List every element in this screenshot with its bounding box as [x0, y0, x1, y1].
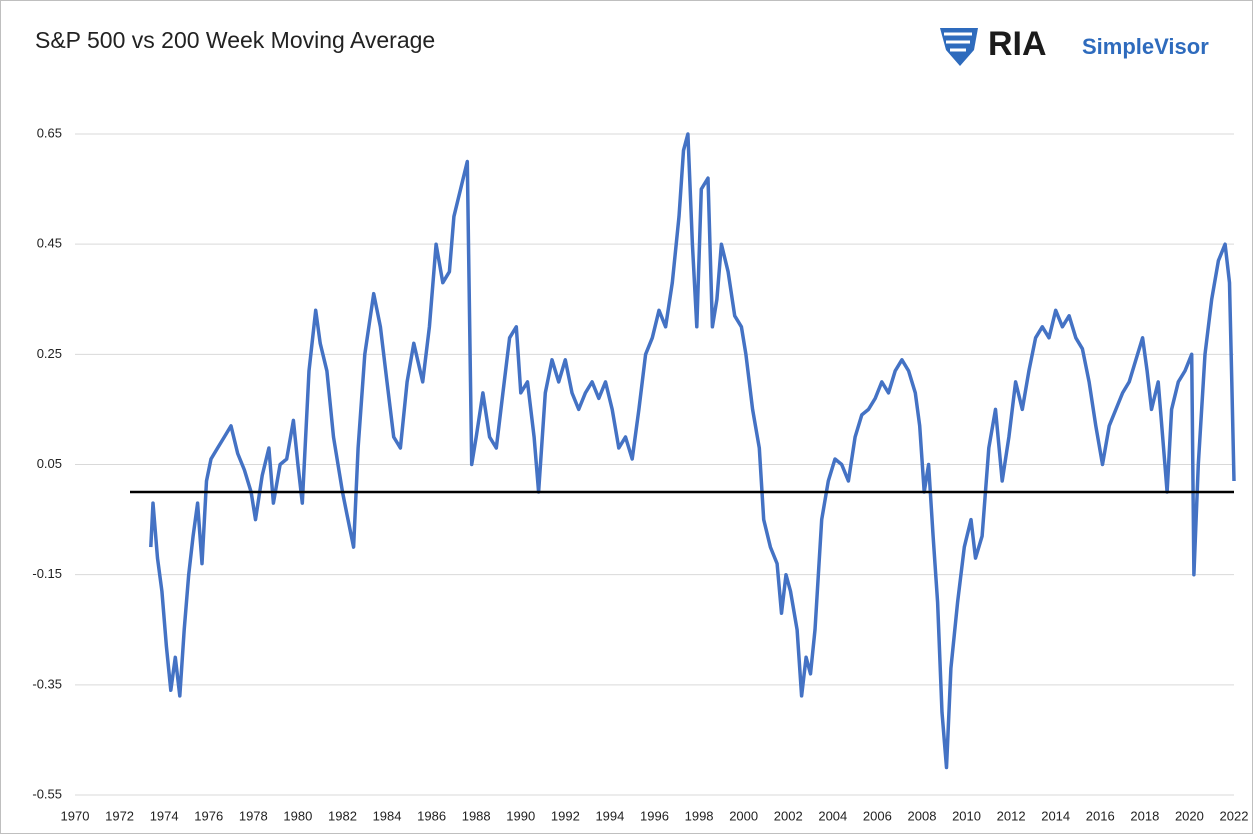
x-tick-label: 1984: [373, 808, 402, 823]
x-tick-label: 2004: [818, 808, 847, 823]
y-tick-label: 0.45: [37, 236, 62, 251]
x-tick-label: 2006: [863, 808, 892, 823]
logo-stripes: [944, 32, 972, 52]
y-tick-label: 0.05: [37, 456, 62, 471]
y-tick-label: -0.35: [32, 676, 62, 691]
x-tick-label: 1974: [150, 808, 179, 823]
x-tick-label: 2018: [1130, 808, 1159, 823]
logo: RIA SimpleVisor: [940, 25, 1209, 66]
x-tick-label: 2008: [908, 808, 937, 823]
y-tick-label: -0.15: [32, 566, 62, 581]
x-tick-label: 2014: [1041, 808, 1070, 823]
x-tick-label: 1994: [595, 808, 624, 823]
x-tick-label: 1976: [194, 808, 223, 823]
y-tick-label: 0.25: [37, 346, 62, 361]
x-tick-label: 2010: [952, 808, 981, 823]
y-tick-label: -0.55: [32, 786, 62, 801]
x-tick-label: 1980: [283, 808, 312, 823]
x-tick-label: 1990: [506, 808, 535, 823]
x-tick-label: 1986: [417, 808, 446, 823]
x-tick-label: 2022: [1220, 808, 1249, 823]
x-tick-label: 2016: [1086, 808, 1115, 823]
x-tick-label: 1996: [640, 808, 669, 823]
x-tick-label: 1972: [105, 808, 134, 823]
x-tick-label: 2012: [997, 808, 1026, 823]
logo-sub: SimpleVisor: [1082, 34, 1209, 59]
x-tick-label: 2020: [1175, 808, 1204, 823]
x-tick-label: 2002: [774, 808, 803, 823]
x-tick-label: 1988: [462, 808, 491, 823]
x-tick-label: 2000: [729, 808, 758, 823]
chart-title: S&P 500 vs 200 Week Moving Average: [35, 27, 435, 53]
x-tick-label: 1982: [328, 808, 357, 823]
logo-shield: [940, 28, 978, 66]
x-tick-label: 1978: [239, 808, 268, 823]
x-tick-label: 1998: [685, 808, 714, 823]
x-tick-label: 1992: [551, 808, 580, 823]
data-line: [149, 132, 1236, 770]
x-tick-label: 1970: [61, 808, 90, 823]
y-tick-label: 0.65: [37, 125, 62, 140]
logo-brand: RIA: [988, 25, 1047, 63]
